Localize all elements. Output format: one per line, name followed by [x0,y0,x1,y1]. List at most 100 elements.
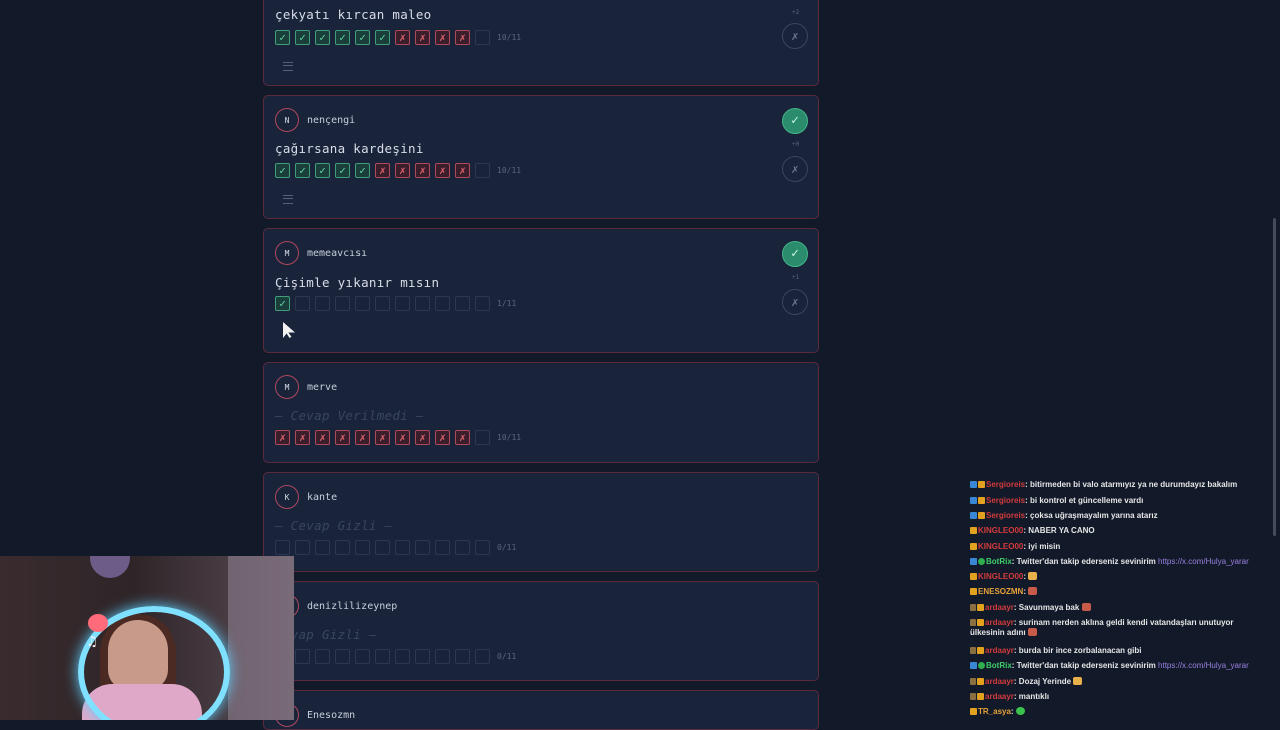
empty-mark-box[interactable] [475,430,490,445]
empty-mark-box[interactable] [335,540,350,555]
empty-mark-box[interactable] [435,296,450,311]
chat-message: Sergioreis: çoksa uğraşmayalım yarına at… [970,511,1270,521]
empty-mark-box[interactable] [375,649,390,664]
check-icon[interactable]: ✓ [355,163,370,178]
empty-mark-box[interactable] [455,540,470,555]
empty-mark-box[interactable] [415,649,430,664]
empty-mark-box[interactable] [415,540,430,555]
reject-button[interactable]: ✗ [782,23,808,49]
empty-mark-box[interactable] [355,296,370,311]
menu-icon[interactable] [283,195,293,204]
approve-button[interactable]: ✓ [782,241,808,267]
empty-mark-box[interactable] [475,649,490,664]
empty-mark-box[interactable] [415,296,430,311]
chat-message: KINGLEO00: [970,572,1270,582]
chat-message: ardaayr: Savunmaya bak [970,603,1270,613]
empty-mark-box[interactable] [475,30,490,45]
heart-icon [88,614,108,632]
cross-icon[interactable]: ✗ [375,163,390,178]
empty-mark-box[interactable] [295,296,310,311]
empty-mark-box[interactable] [275,540,290,555]
approve-button[interactable]: ✓ [782,108,808,134]
badge-icon [970,708,977,715]
close-icon: ✗ [791,295,799,309]
empty-mark-box[interactable] [355,540,370,555]
check-icon[interactable]: ✓ [335,163,350,178]
empty-mark-box[interactable] [315,540,330,555]
empty-mark-box[interactable] [395,649,410,664]
empty-mark-box[interactable] [335,649,350,664]
cross-icon[interactable]: ✗ [335,430,350,445]
reject-button[interactable]: ✗ [782,289,808,315]
check-icon[interactable]: ✓ [375,30,390,45]
empty-mark-box[interactable] [475,163,490,178]
empty-mark-box[interactable] [435,649,450,664]
check-icon[interactable]: ✓ [295,163,310,178]
cross-icon[interactable]: ✗ [435,430,450,445]
empty-mark-box[interactable] [435,540,450,555]
cross-icon[interactable]: ✗ [395,30,410,45]
empty-mark-box[interactable] [335,296,350,311]
chat-username: Sergioreis [986,480,1026,489]
cross-icon[interactable]: ✗ [415,30,430,45]
check-icon[interactable]: ✓ [355,30,370,45]
crown-badge-icon [970,619,976,626]
empty-mark-box[interactable] [295,649,310,664]
menu-icon[interactable] [283,62,293,71]
chat-link[interactable]: https://x.com/Hulya_yarar [1158,557,1249,566]
check-icon[interactable]: ✓ [275,163,290,178]
chat-message: KINGLEO00: iyi misin [970,542,1270,552]
empty-mark-box[interactable] [455,296,470,311]
empty-mark-box[interactable] [315,649,330,664]
check-icon[interactable]: ✓ [335,30,350,45]
answer-text: çağırsana kardeşini [275,141,424,156]
username: merve [307,382,338,393]
empty-mark-box[interactable] [395,540,410,555]
chat-text: : mantıklı [1013,692,1050,701]
chat-text: : Savunmaya bak [1013,603,1080,612]
reject-button[interactable]: ✗ [782,156,808,182]
emote-icon [1015,707,1025,715]
mark-boxes: ✓ [275,296,490,311]
mark-boxes: ✓ ✓ ✓ ✓ ✓ ✓ ✗ ✗ ✗ ✗ [275,30,490,45]
empty-mark-box[interactable] [395,296,410,311]
empty-mark-box[interactable] [375,296,390,311]
cross-icon[interactable]: ✗ [375,430,390,445]
badge-icon [977,619,984,626]
chat-text: : Twitter'dan takip ederseniz sevinirim [1011,557,1156,566]
badge-icon [970,497,977,504]
cross-icon[interactable]: ✗ [435,163,450,178]
empty-mark-box[interactable] [455,649,470,664]
empty-mark-box[interactable] [355,649,370,664]
cross-icon[interactable]: ✗ [395,163,410,178]
mark-boxes: ✓ ✓ ✓ ✓ ✓ ✗ ✗ ✗ ✗ ✗ [275,163,490,178]
mark-boxes: ✗ ✗ ✗ ✗ ✗ ✗ ✗ ✗ ✗ ✗ [275,430,490,445]
empty-mark-box[interactable] [475,296,490,311]
cross-icon[interactable]: ✗ [315,430,330,445]
cross-icon[interactable]: ✗ [355,430,370,445]
cross-icon[interactable]: ✗ [395,430,410,445]
cross-icon[interactable]: ✗ [455,163,470,178]
check-icon[interactable]: ✓ [275,296,290,311]
cross-icon[interactable]: ✗ [435,30,450,45]
scrollbar[interactable] [1273,218,1276,536]
check-icon[interactable]: ✓ [315,30,330,45]
cross-icon[interactable]: ✗ [415,163,430,178]
empty-mark-box[interactable] [475,540,490,555]
cross-icon[interactable]: ✗ [275,430,290,445]
check-icon[interactable]: ✓ [315,163,330,178]
chat-link[interactable]: https://x.com/Hulya_yarar [1158,661,1249,670]
check-icon[interactable]: ✓ [275,30,290,45]
score-text: 10/11 [497,166,522,175]
chat-text: : [1010,707,1014,716]
chat-message: ENESOZMN: [970,587,1270,597]
cross-icon[interactable]: ✗ [455,30,470,45]
cross-icon[interactable]: ✗ [295,430,310,445]
cross-icon[interactable]: ✗ [455,430,470,445]
empty-mark-box[interactable] [375,540,390,555]
empty-mark-box[interactable] [315,296,330,311]
cross-icon[interactable]: ✗ [415,430,430,445]
check-icon[interactable]: ✓ [295,30,310,45]
empty-mark-box[interactable] [295,540,310,555]
badge-icon [970,481,977,488]
